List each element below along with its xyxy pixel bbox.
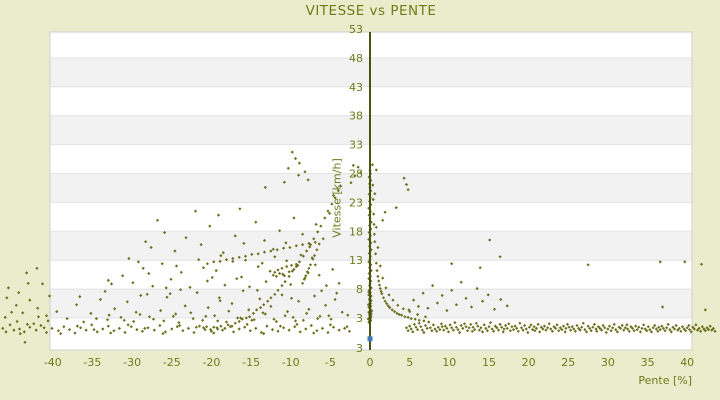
y-tick-label: 28 [349,168,363,181]
x-tick-label: 20 [522,356,536,369]
y-tick-label: 38 [349,110,363,123]
y-tick-label: 18 [349,225,363,238]
y-tick-label: 8 [356,283,363,296]
x-tick-label: -40 [44,356,62,369]
x-axis-title: Pente [%] [638,374,692,387]
y-tick-label: 13 [349,254,363,267]
y-axis-bottom-label: 3 [356,342,363,355]
x-tick-label: -20 [202,356,220,369]
x-tick-label: 5 [406,356,413,369]
x-tick-label: -25 [163,356,181,369]
x-tick-label: -35 [83,356,101,369]
page-title: VITESSE vs PENTE [305,3,437,19]
y-tick-label: 43 [349,81,363,94]
y-tick-label: 23 [349,196,363,209]
y-tick-label: 53 [349,23,363,36]
y-tick-label: 33 [349,139,363,152]
x-tick-label: -15 [242,356,260,369]
y-axis-title: Vitesse [km/h] [330,158,344,238]
x-tick-label: -10 [282,356,300,369]
x-tick-label: 40 [680,356,694,369]
x-tick-label: 10 [442,356,456,369]
x-tick-label: 0 [367,356,374,369]
x-tick-label: 35 [641,356,655,369]
x-tick-label: 30 [601,356,615,369]
x-tick-label: 15 [482,356,496,369]
x-tick-label: 25 [561,356,575,369]
y-tick-label: 3 [356,312,363,325]
position-marker [367,336,373,342]
y-tick-label: 48 [349,52,363,65]
x-tick-label: -5 [325,356,336,369]
x-tick-label: -30 [123,356,141,369]
